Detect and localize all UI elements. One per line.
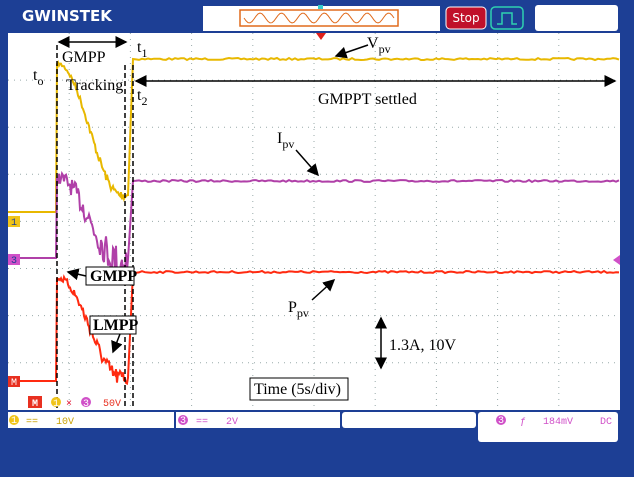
ch3-dot-label: 3 xyxy=(83,399,89,410)
stop-label: Stop xyxy=(452,11,479,25)
ch3-num: 3 xyxy=(180,416,186,427)
time-label: Time (5s/div) xyxy=(254,381,341,398)
ch1-coupling: == xyxy=(26,417,38,428)
info-box xyxy=(535,5,618,31)
ch1-dot-label: 1 xyxy=(53,399,59,410)
ch3-coupling: == xyxy=(196,417,208,428)
trigger-icon xyxy=(491,7,523,29)
scope-screenshot: GWINSTEK Stop GMPP Tracking to t1 t2 GMP… xyxy=(0,0,634,477)
lmpp-label: LMPP xyxy=(93,317,139,334)
ch1-num: 1 xyxy=(11,416,17,427)
tracking-label: Tracking xyxy=(66,77,123,94)
logo: GWINSTEK xyxy=(22,7,113,25)
volts-label: 50V xyxy=(103,399,121,410)
trig-num: 3 xyxy=(498,416,504,427)
math-marker-label: M xyxy=(11,378,17,389)
times-label: × xyxy=(66,399,72,410)
mode-label: M xyxy=(32,399,38,410)
ch1-scale: 10V xyxy=(56,417,74,428)
trig-level: 184mV xyxy=(543,417,573,428)
settled-label: GMPPT settled xyxy=(318,91,417,108)
trig-edge: ƒ xyxy=(520,417,526,428)
ch3-marker-label: 3 xyxy=(11,256,17,267)
trigger-pos xyxy=(318,5,323,9)
ch1-marker-label: 1 xyxy=(11,218,17,229)
ch3-scale: 2V xyxy=(226,417,238,428)
trig-coupling: DC xyxy=(600,417,612,428)
gmpp-point-label: GMPP xyxy=(90,268,137,285)
blank-panel xyxy=(342,412,476,428)
scale-label: 1.3A, 10V xyxy=(389,337,457,354)
gmpp-label: GMPP xyxy=(62,49,106,66)
